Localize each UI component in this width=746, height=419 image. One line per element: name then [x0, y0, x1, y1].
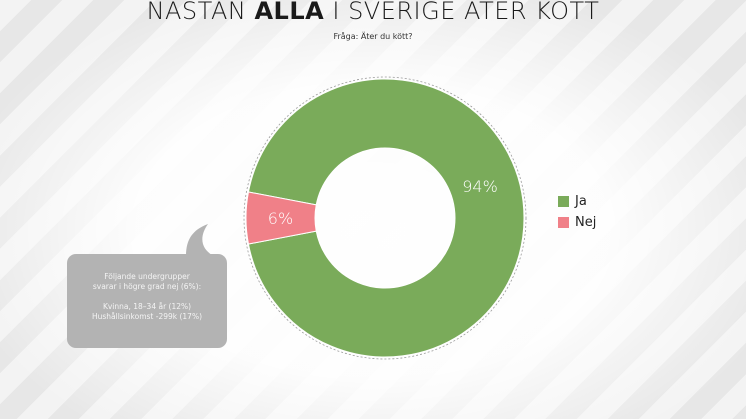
legend-label-nej: Nej — [575, 214, 597, 230]
callout-bubble: Följande undergrupper svarar i högre gra… — [67, 254, 227, 348]
callout-line-1: Följande undergrupper — [104, 272, 190, 281]
callout-line-2: svarar i högre grad nej (6%): — [92, 282, 202, 291]
slice-label-ja: 94% — [462, 177, 498, 196]
legend-swatch-nej — [558, 216, 569, 228]
chart-subtitle: Fråga: Äter du kött? — [333, 32, 413, 41]
slice-label-nej: 6% — [268, 209, 293, 228]
title-suffix: I SVERIGE ÄTER KÖTT — [332, 0, 600, 25]
title-bold: ALLA — [254, 0, 325, 25]
chart-title: NÄSTAN ALLA I SVERIGE ÄTER KÖTT — [0, 0, 746, 28]
slice-nej — [245, 191, 317, 245]
callout-line-3: Kvinna, 18–34 år (12%) — [102, 302, 192, 311]
legend-item-ja: Ja — [558, 193, 596, 209]
callout-tail — [186, 224, 214, 256]
legend-item-nej: Nej — [558, 214, 597, 230]
legend-swatch-ja — [558, 195, 569, 207]
callout-line-4: Hushållsinkomst -299k (17%) — [91, 312, 203, 321]
donut-slices — [245, 78, 525, 358]
legend: Ja Nej — [558, 194, 596, 236]
donut-outline — [243, 76, 527, 360]
donut-slice-labels: 94% 6% — [268, 177, 498, 228]
slice-ja — [247, 78, 525, 358]
title-prefix: NÄSTAN — [146, 0, 247, 25]
legend-label-ja: Ja — [575, 193, 587, 209]
